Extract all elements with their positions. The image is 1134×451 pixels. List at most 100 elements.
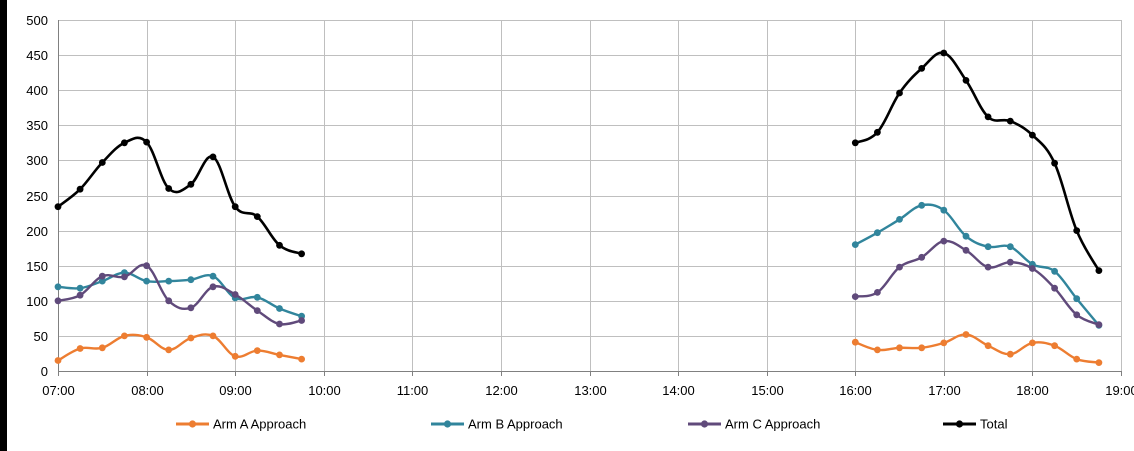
y-tick-label: 100 <box>26 294 48 309</box>
x-tick-label: 11:00 <box>397 383 429 398</box>
legend-label: Arm A Approach <box>213 417 306 432</box>
data-point <box>187 304 195 312</box>
data-point <box>1029 131 1036 139</box>
data-point <box>1073 295 1081 303</box>
data-point <box>874 128 881 136</box>
data-point <box>121 273 128 281</box>
data-point <box>298 355 305 363</box>
data-point <box>98 272 106 280</box>
data-point <box>165 297 173 305</box>
legend-label: Arm B Approach <box>468 417 563 432</box>
series-2 <box>54 237 1103 329</box>
data-point <box>874 229 881 237</box>
y-tick-label: 400 <box>26 83 48 98</box>
data-point <box>298 317 305 324</box>
data-point <box>984 263 992 271</box>
data-point <box>165 277 173 285</box>
data-point <box>121 139 128 147</box>
series-line <box>56 333 303 362</box>
data-point <box>940 206 948 214</box>
data-point <box>962 232 970 240</box>
data-point <box>1029 339 1036 347</box>
legend: Arm A Approach Arm B Approach Arm C Approa… <box>176 417 1008 432</box>
data-point <box>896 263 903 271</box>
data-point <box>98 277 106 285</box>
data-point <box>918 201 926 209</box>
series-line <box>854 333 1101 364</box>
series-line <box>56 136 303 256</box>
data-point <box>874 346 881 354</box>
data-point <box>165 185 173 192</box>
left-border <box>0 0 7 451</box>
data-point <box>54 283 62 291</box>
data-point <box>54 357 62 364</box>
data-point <box>918 344 926 352</box>
data-point <box>1095 267 1103 274</box>
data-point <box>276 241 283 249</box>
data-point <box>187 334 195 342</box>
data-point <box>940 49 948 57</box>
data-point <box>209 153 217 161</box>
data-point <box>54 297 62 305</box>
data-point <box>918 253 926 261</box>
legend-item: Arm B Approach <box>431 417 563 432</box>
legend-item: Arm C Approach <box>688 417 820 432</box>
series-line <box>854 203 1101 327</box>
data-point <box>231 291 239 298</box>
data-point <box>1006 243 1014 251</box>
data-point <box>1006 350 1014 358</box>
data-point <box>1073 355 1081 363</box>
data-point <box>851 241 859 249</box>
axes: 0 50 100 150 200 250 300 350 400 450 500 07:00 08:00… <box>26 13 1134 398</box>
x-tick-label: 17:00 <box>928 383 961 398</box>
data-point <box>209 283 217 291</box>
x-tick-label: 14:00 <box>662 383 695 398</box>
x-tick-label: 18:00 <box>1016 383 1049 398</box>
data-point <box>298 250 305 258</box>
legend-swatch-marker <box>955 420 964 428</box>
x-tick-label: 12:00 <box>485 383 518 398</box>
legend-item: Total <box>943 417 1008 432</box>
data-point <box>874 289 881 296</box>
data-point <box>209 332 217 340</box>
data-point <box>1073 227 1081 235</box>
data-point <box>231 352 239 360</box>
legend-swatch-marker <box>188 420 197 428</box>
series-3 <box>54 49 1103 274</box>
series-1 <box>54 201 1103 329</box>
data-point <box>276 305 283 312</box>
data-point <box>940 339 948 347</box>
legend-label: Arm C Approach <box>725 417 820 432</box>
data-point <box>962 77 970 84</box>
data-point <box>851 139 859 147</box>
data-point <box>1029 265 1036 272</box>
data-point <box>1095 321 1103 329</box>
x-tick-label: 08:00 <box>131 383 164 398</box>
data-point <box>76 185 84 193</box>
data-point <box>187 180 195 188</box>
data-point <box>276 320 283 328</box>
legend-swatch-marker <box>700 420 709 428</box>
series-line <box>56 271 303 318</box>
data-point <box>143 138 151 146</box>
data-point <box>1051 267 1058 275</box>
x-tick-label: 16:00 <box>839 383 872 398</box>
x-tick-label: 07:00 <box>42 383 75 398</box>
series-line <box>854 239 1101 326</box>
data-point <box>253 347 261 354</box>
y-tick-label: 300 <box>26 153 48 168</box>
data-point <box>1051 159 1058 167</box>
data-point <box>984 342 992 350</box>
x-tick-label: 09:00 <box>219 383 252 398</box>
data-point <box>962 331 970 338</box>
data-point <box>1095 359 1103 366</box>
y-tick-label: 250 <box>26 189 48 204</box>
data-point <box>253 293 261 301</box>
data-point <box>851 293 859 300</box>
data-point <box>1006 117 1014 125</box>
data-point <box>143 333 151 341</box>
y-tick-label: 450 <box>26 48 48 63</box>
x-tick-label: 15:00 <box>751 383 784 398</box>
data-point <box>918 65 926 72</box>
